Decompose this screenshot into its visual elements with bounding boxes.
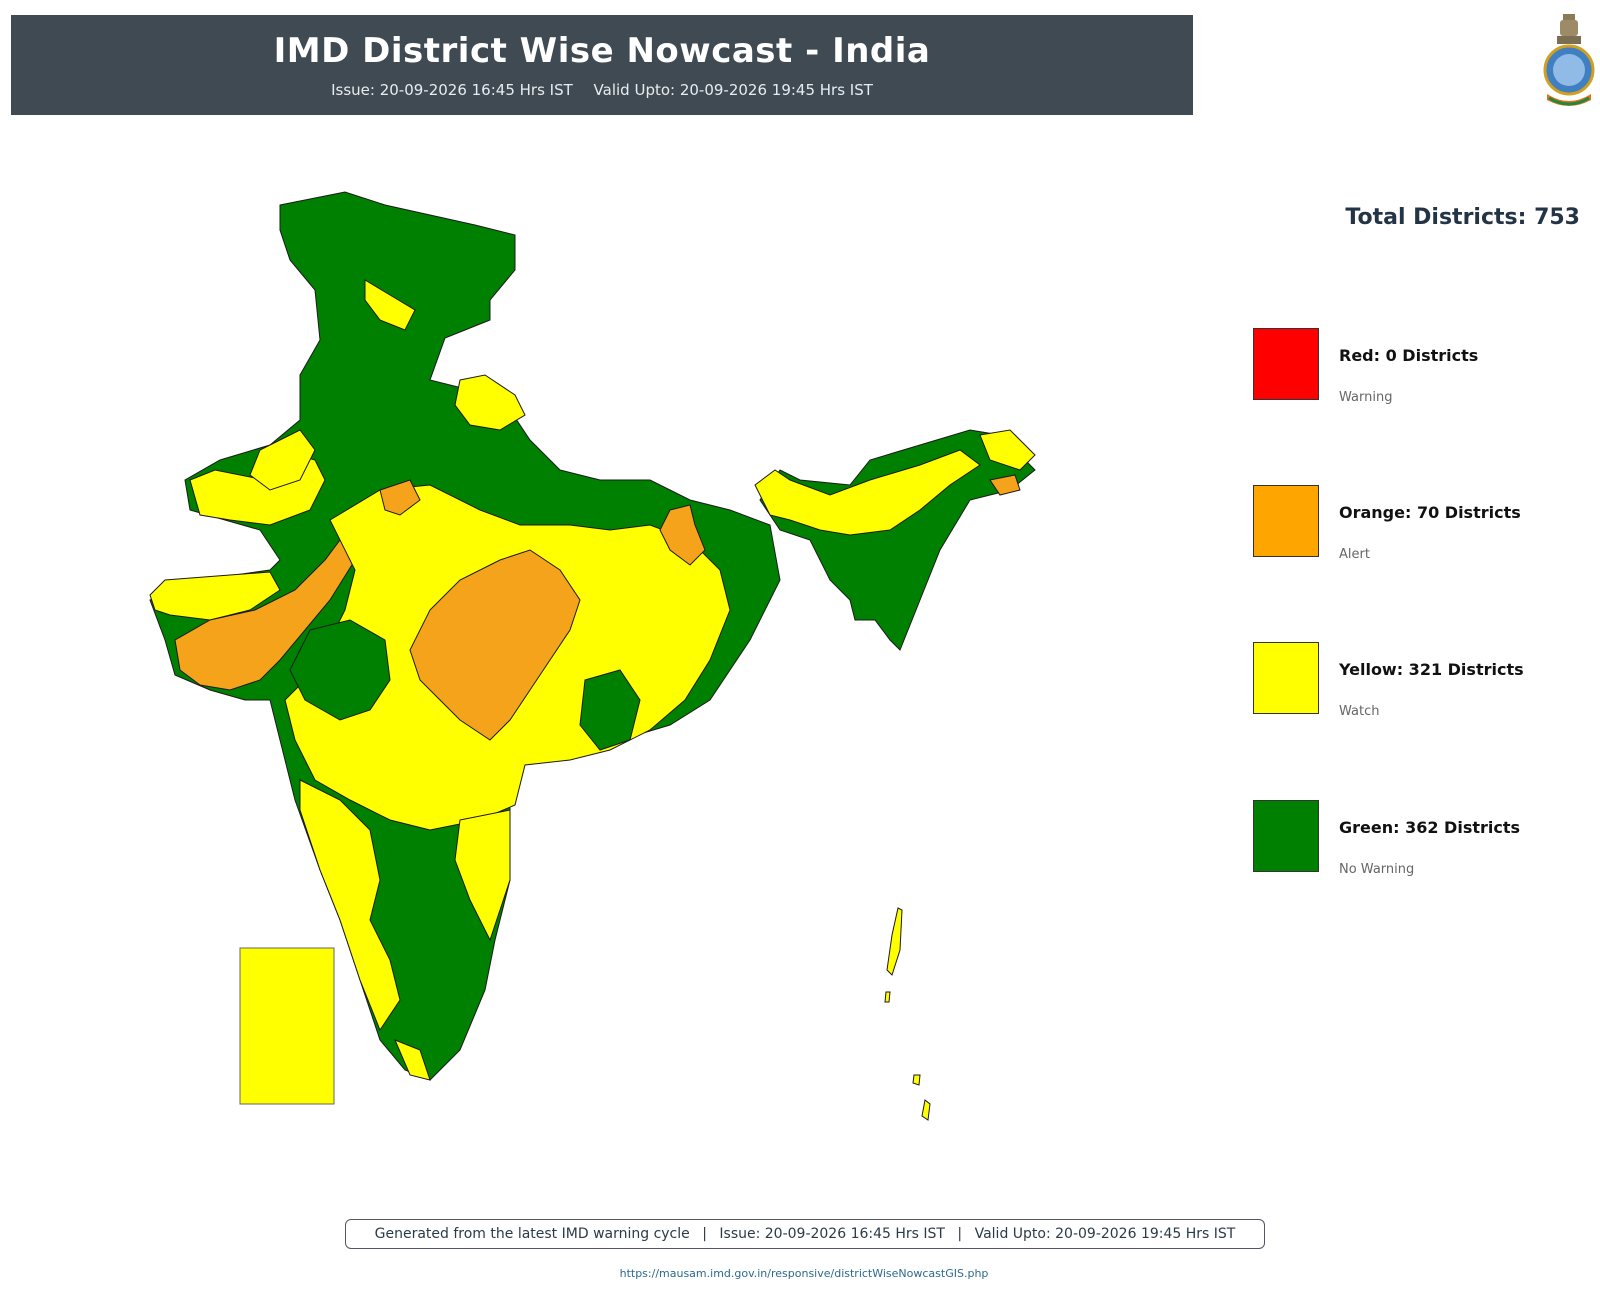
map-orange-northeast: [989, 474, 1021, 496]
footer-info-box: Generated from the latest IMD warning cy…: [345, 1219, 1265, 1249]
footer-note: Generated from the latest IMD warning cy…: [374, 1226, 690, 1242]
map-nicobar-1: [912, 1074, 921, 1086]
emblem-lion-top: [1563, 14, 1575, 20]
legend-orange-desc: Alert: [1339, 547, 1370, 562]
total-districts: Total Districts: 753: [1345, 205, 1580, 230]
valid-time: Valid Upto: 20-09-2026 19:45 Hrs IST: [593, 81, 873, 99]
map-yellow-south-west: [299, 779, 401, 1032]
legend-red-desc: Warning: [1339, 390, 1393, 405]
legend-yellow-label: Yellow: 321 Districts: [1339, 660, 1524, 679]
legend-yellow-desc: Watch: [1339, 704, 1380, 719]
india-district-map: [149, 191, 1036, 1121]
page-title: IMD District Wise Nowcast - India: [273, 31, 931, 71]
legend-green: Green: 362 Districts No Warning: [1253, 800, 1573, 880]
legend-yellow: Yellow: 321 Districts Watch: [1253, 642, 1573, 722]
emblem-abacus: [1557, 36, 1581, 44]
legend-red-swatch: [1253, 328, 1319, 400]
map-northeast-base: [759, 429, 1036, 651]
footer-sep-2: |: [957, 1226, 963, 1242]
emblem-globe-inner: [1553, 54, 1585, 86]
map-andaman-islands: [886, 907, 903, 976]
legend-orange-label: Orange: 70 Districts: [1339, 503, 1521, 522]
issue-validity-line: Issue: 20-09-2026 16:45 Hrs IST Valid Up…: [11, 81, 1193, 99]
map-yellow-himachal: [364, 279, 416, 331]
map-nicobar-2: [921, 1099, 931, 1121]
issue-time: Issue: 20-09-2026 16:45 Hrs IST: [331, 81, 573, 99]
footer-valid: Valid Upto: 20-09-2026 19:45 Hrs IST: [974, 1226, 1236, 1242]
legend-green-swatch: [1253, 800, 1319, 872]
map-yellow-rajasthan: [249, 429, 316, 491]
legend-yellow-swatch: [1253, 642, 1319, 714]
imd-emblem-icon: [1543, 14, 1595, 106]
map-yellow-south-tip: [394, 1039, 431, 1081]
map-green-patch-2: [579, 669, 641, 751]
footer-issue: Issue: 20-09-2026 16:45 Hrs IST: [719, 1226, 945, 1242]
legend-red: Red: 0 Districts Warning: [1253, 328, 1573, 408]
map-yellow-kutch: [149, 571, 281, 621]
map-green-patch-1: [289, 619, 391, 721]
map-orange-west: [174, 539, 356, 691]
map-orange-mp: [379, 479, 421, 516]
emblem-lion-body: [1560, 20, 1578, 36]
source-url-link[interactable]: https://mausam.imd.gov.in/responsive/dis…: [619, 1267, 989, 1280]
map-yellow-uttarakhand: [454, 374, 526, 431]
title-banner: IMD District Wise Nowcast - India Issue:…: [11, 15, 1193, 115]
legend-orange: Orange: 70 Districts Alert: [1253, 485, 1573, 565]
legend-orange-swatch: [1253, 485, 1319, 557]
map-yellow-northeast: [754, 449, 981, 536]
map-orange-jharkhand: [659, 504, 706, 566]
legend-green-desc: No Warning: [1339, 862, 1415, 877]
map-andaman-south: [884, 991, 891, 1003]
map-yellow-arunachal: [979, 429, 1036, 471]
map-orange-central: [409, 549, 581, 741]
map-lakshadweep-inset: [239, 947, 335, 1105]
footer-sep-1: |: [702, 1226, 707, 1242]
emblem-ribbon-green: [1548, 96, 1590, 106]
map-yellow-south-east: [454, 809, 511, 942]
legend-red-label: Red: 0 Districts: [1339, 346, 1479, 365]
legend-green-label: Green: 362 Districts: [1339, 818, 1521, 837]
